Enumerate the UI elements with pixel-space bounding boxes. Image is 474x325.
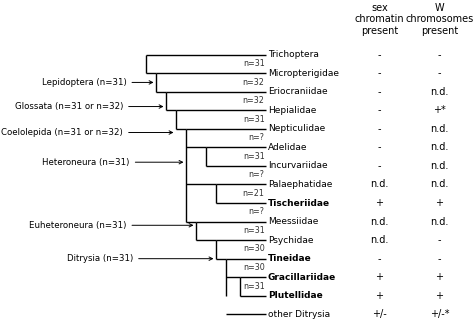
Text: n=?: n=? — [248, 133, 264, 142]
Text: n=30: n=30 — [243, 263, 264, 272]
Text: Nepticulidae: Nepticulidae — [268, 124, 325, 133]
Text: Heteroneura (n=31): Heteroneura (n=31) — [42, 158, 182, 167]
Text: n.d.: n.d. — [430, 161, 448, 171]
Text: Meessiidae: Meessiidae — [268, 217, 319, 226]
Text: n=31: n=31 — [243, 115, 264, 124]
Text: -: - — [438, 254, 441, 264]
Text: +*: +* — [433, 105, 446, 115]
Text: n=21: n=21 — [243, 189, 264, 198]
Text: Psychidae: Psychidae — [268, 236, 313, 245]
Text: -: - — [378, 68, 381, 78]
Text: Micropterigidae: Micropterigidae — [268, 69, 339, 78]
Text: n.d.: n.d. — [370, 216, 389, 227]
Text: n.d.: n.d. — [370, 179, 389, 189]
Text: -: - — [438, 68, 441, 78]
Text: n=31: n=31 — [243, 226, 264, 235]
Text: +: + — [435, 198, 443, 208]
Text: Adelidae: Adelidae — [268, 143, 308, 152]
Text: -: - — [378, 124, 381, 134]
Text: -: - — [378, 87, 381, 97]
Text: Ditrysia (n=31): Ditrysia (n=31) — [67, 254, 212, 263]
Text: W
chromosomes
present: W chromosomes present — [405, 3, 474, 36]
Text: n.d.: n.d. — [430, 87, 448, 97]
Text: +: + — [375, 272, 383, 282]
Text: Plutellidae: Plutellidae — [268, 291, 323, 300]
Text: +/-: +/- — [372, 309, 387, 319]
Text: Incurvariidae: Incurvariidae — [268, 162, 328, 170]
Text: n.d.: n.d. — [430, 216, 448, 227]
Text: -: - — [378, 161, 381, 171]
Text: n.d.: n.d. — [430, 142, 448, 152]
Text: Tischeriidae: Tischeriidae — [268, 199, 330, 208]
Text: +/-*: +/-* — [429, 309, 449, 319]
Text: Gracillariidae: Gracillariidae — [268, 273, 336, 282]
Text: Glossata (n=31 or n=32): Glossata (n=31 or n=32) — [15, 102, 163, 111]
Text: +: + — [375, 198, 383, 208]
Text: +: + — [435, 291, 443, 301]
Text: -: - — [378, 142, 381, 152]
Text: Trichoptera: Trichoptera — [268, 50, 319, 59]
Text: +: + — [435, 272, 443, 282]
Text: n=32: n=32 — [243, 96, 264, 105]
Text: -: - — [438, 235, 441, 245]
Text: n=?: n=? — [248, 207, 264, 216]
Text: n.d.: n.d. — [370, 235, 389, 245]
Text: Coelolepida (n=31 or n=32): Coelolepida (n=31 or n=32) — [1, 128, 173, 137]
Text: -: - — [438, 50, 441, 59]
Text: Lepidoptera (n=31): Lepidoptera (n=31) — [42, 78, 153, 87]
Text: n=?: n=? — [248, 170, 264, 179]
Text: n=32: n=32 — [243, 77, 264, 86]
Text: +: + — [375, 291, 383, 301]
Text: Euheteroneura (n=31): Euheteroneura (n=31) — [29, 221, 192, 230]
Text: n.d.: n.d. — [430, 179, 448, 189]
Text: Eriocraniidae: Eriocraniidae — [268, 87, 328, 96]
Text: n=31: n=31 — [243, 152, 264, 161]
Text: n=31: n=31 — [243, 281, 264, 291]
Text: Tineidae: Tineidae — [268, 254, 312, 263]
Text: other Ditrysia: other Ditrysia — [268, 310, 330, 319]
Text: n=30: n=30 — [243, 244, 264, 254]
Text: sex
chromatin
present: sex chromatin present — [355, 3, 404, 36]
Text: Palaephatidae: Palaephatidae — [268, 180, 332, 189]
Text: n=31: n=31 — [243, 59, 264, 68]
Text: -: - — [378, 254, 381, 264]
Text: -: - — [378, 105, 381, 115]
Text: n.d.: n.d. — [430, 124, 448, 134]
Text: -: - — [378, 50, 381, 59]
Text: Hepialidae: Hepialidae — [268, 106, 316, 115]
